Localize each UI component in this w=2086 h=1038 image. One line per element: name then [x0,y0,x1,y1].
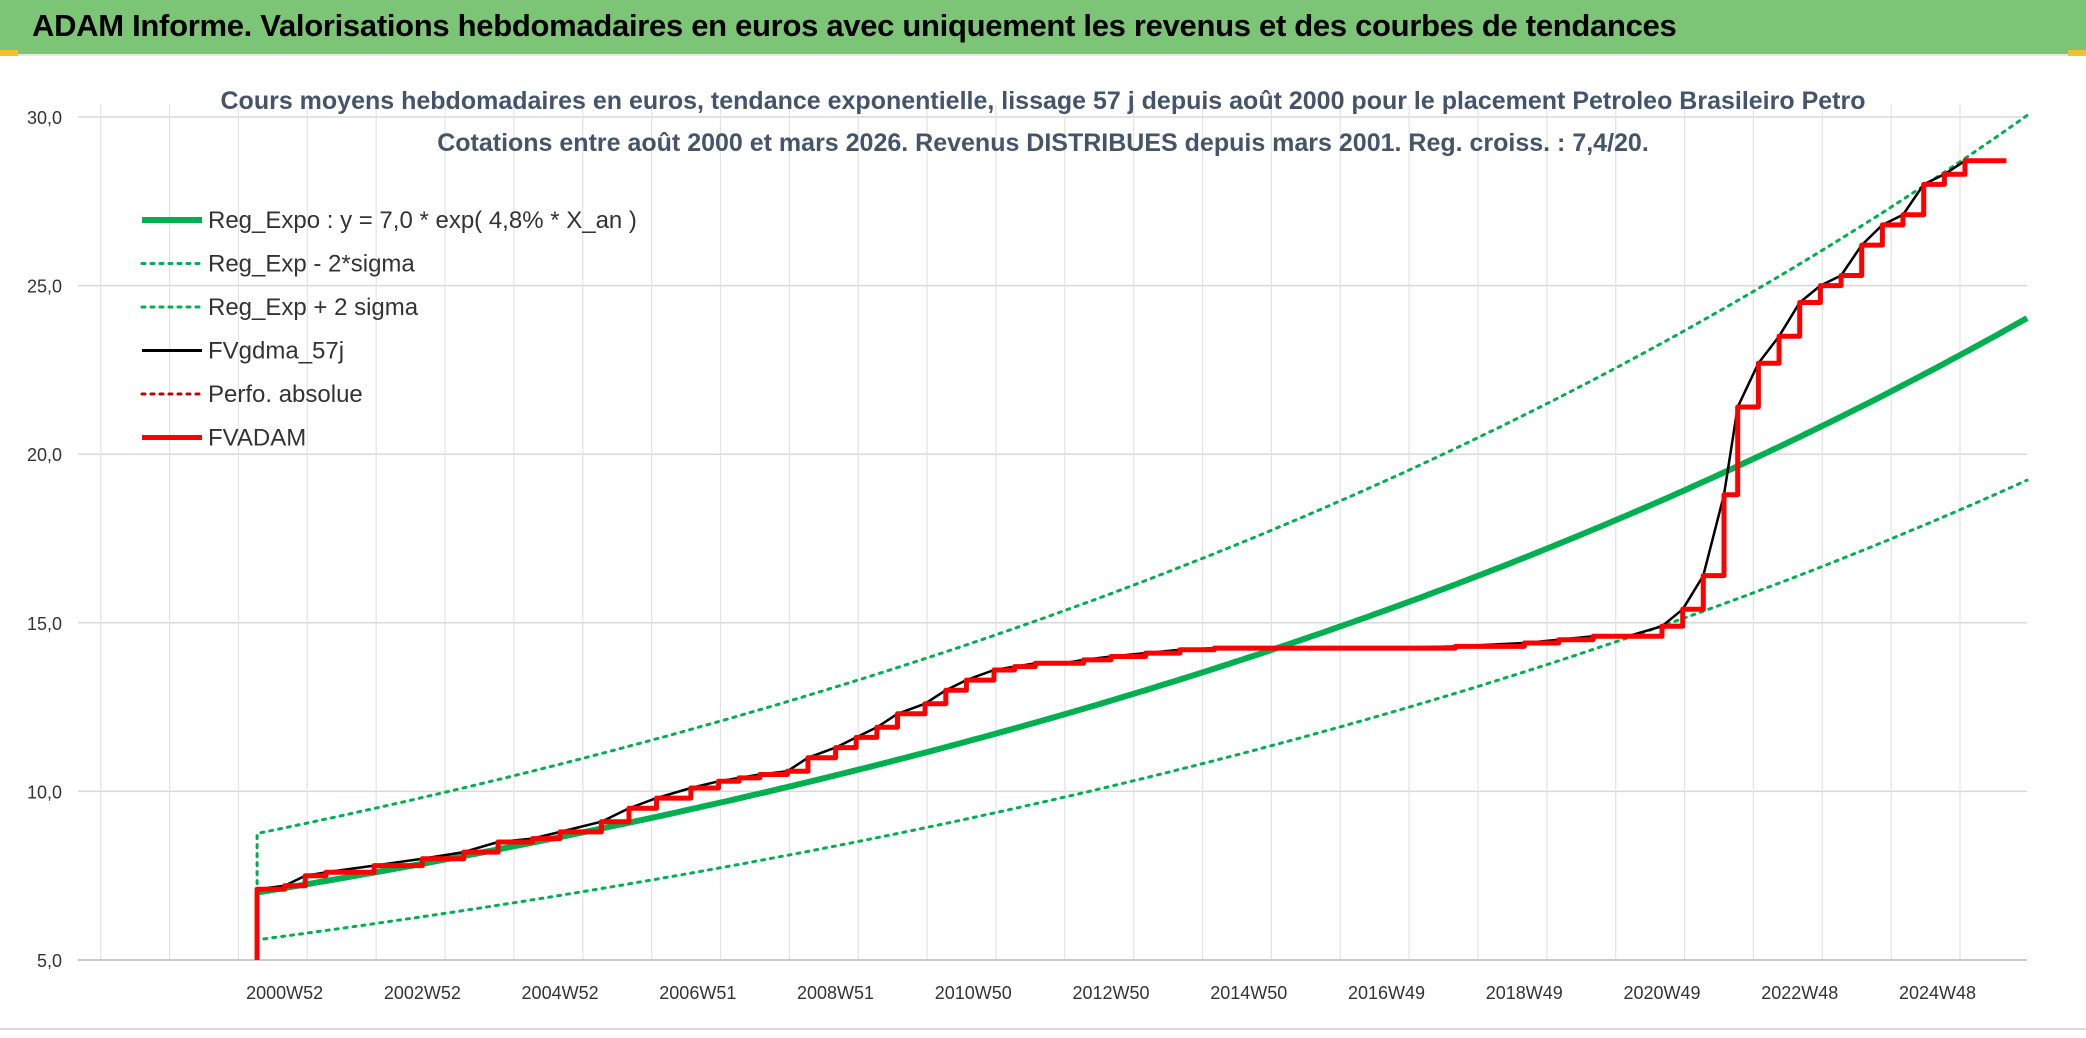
right-corner-marker [2068,50,2086,57]
x-tick-label: 2004W52 [522,983,599,1003]
x-tick-label: 2016W49 [1348,983,1425,1003]
series-layer [254,114,2029,960]
x-tick-label: 2008W51 [797,983,874,1003]
x-tick-label: 2002W52 [384,983,461,1003]
x-tick-label: 2012W50 [1073,983,1150,1003]
x-tick-label: 2020W49 [1623,983,1700,1003]
chart-background [0,56,2086,1030]
legend-label: Reg_Exp - 2*sigma [208,251,415,278]
x-tick-label: 2006W51 [659,983,736,1003]
legend-label: Reg_Exp + 2 sigma [208,294,419,321]
chart-subtitle: Cotations entre août 2000 et mars 2026. … [437,129,1649,157]
axis-layer: 5,0 10,0 15,0 20,0 25,0 30,0 2000W52 2002W52 200… [27,108,2027,1003]
legend-label: FVADAM [208,425,306,452]
title-layer: Cours moyens hebdomadaires en euros, ten… [221,87,1866,157]
report-header-bar: ADAM Informe. Valorisations hebdomadaire… [0,0,2086,56]
page-bottom-border [0,1028,2086,1038]
left-corner-marker [0,50,18,57]
legend-label: Perfo. absolue [208,381,363,408]
y-tick-label: 15,0 [27,614,62,634]
legend-label: FVgdma_57j [208,338,344,365]
x-tick-label: 2010W50 [935,983,1012,1003]
x-tick-label: 2000W52 [246,983,323,1003]
y-tick-label: 5,0 [37,951,62,971]
series-line-1 [255,114,2029,895]
chart-legend: Reg_Expo : y = 7,0 * exp( 4,8% * X_an ) R… [140,207,637,452]
y-tick-label: 10,0 [27,782,62,802]
x-tick-label: 2022W48 [1761,983,1838,1003]
x-tick-label: 2018W49 [1486,983,1563,1003]
series-line-5 [254,158,2007,960]
x-tick-label: 2014W50 [1210,983,1287,1003]
series-line-2 [255,478,2029,942]
y-tick-label: 30,0 [27,108,62,128]
legend-label: Reg_Expo : y = 7,0 * exp( 4,8% * X_an ) [208,207,637,234]
y-tick-label: 20,0 [27,445,62,465]
y-tick-label: 25,0 [27,277,62,297]
chart-title: Cours moyens hebdomadaires en euros, ten… [221,87,1866,115]
x-tick-label: 2024W48 [1899,983,1976,1003]
report-title: ADAM Informe. Valorisations hebdomadaire… [32,8,1677,43]
